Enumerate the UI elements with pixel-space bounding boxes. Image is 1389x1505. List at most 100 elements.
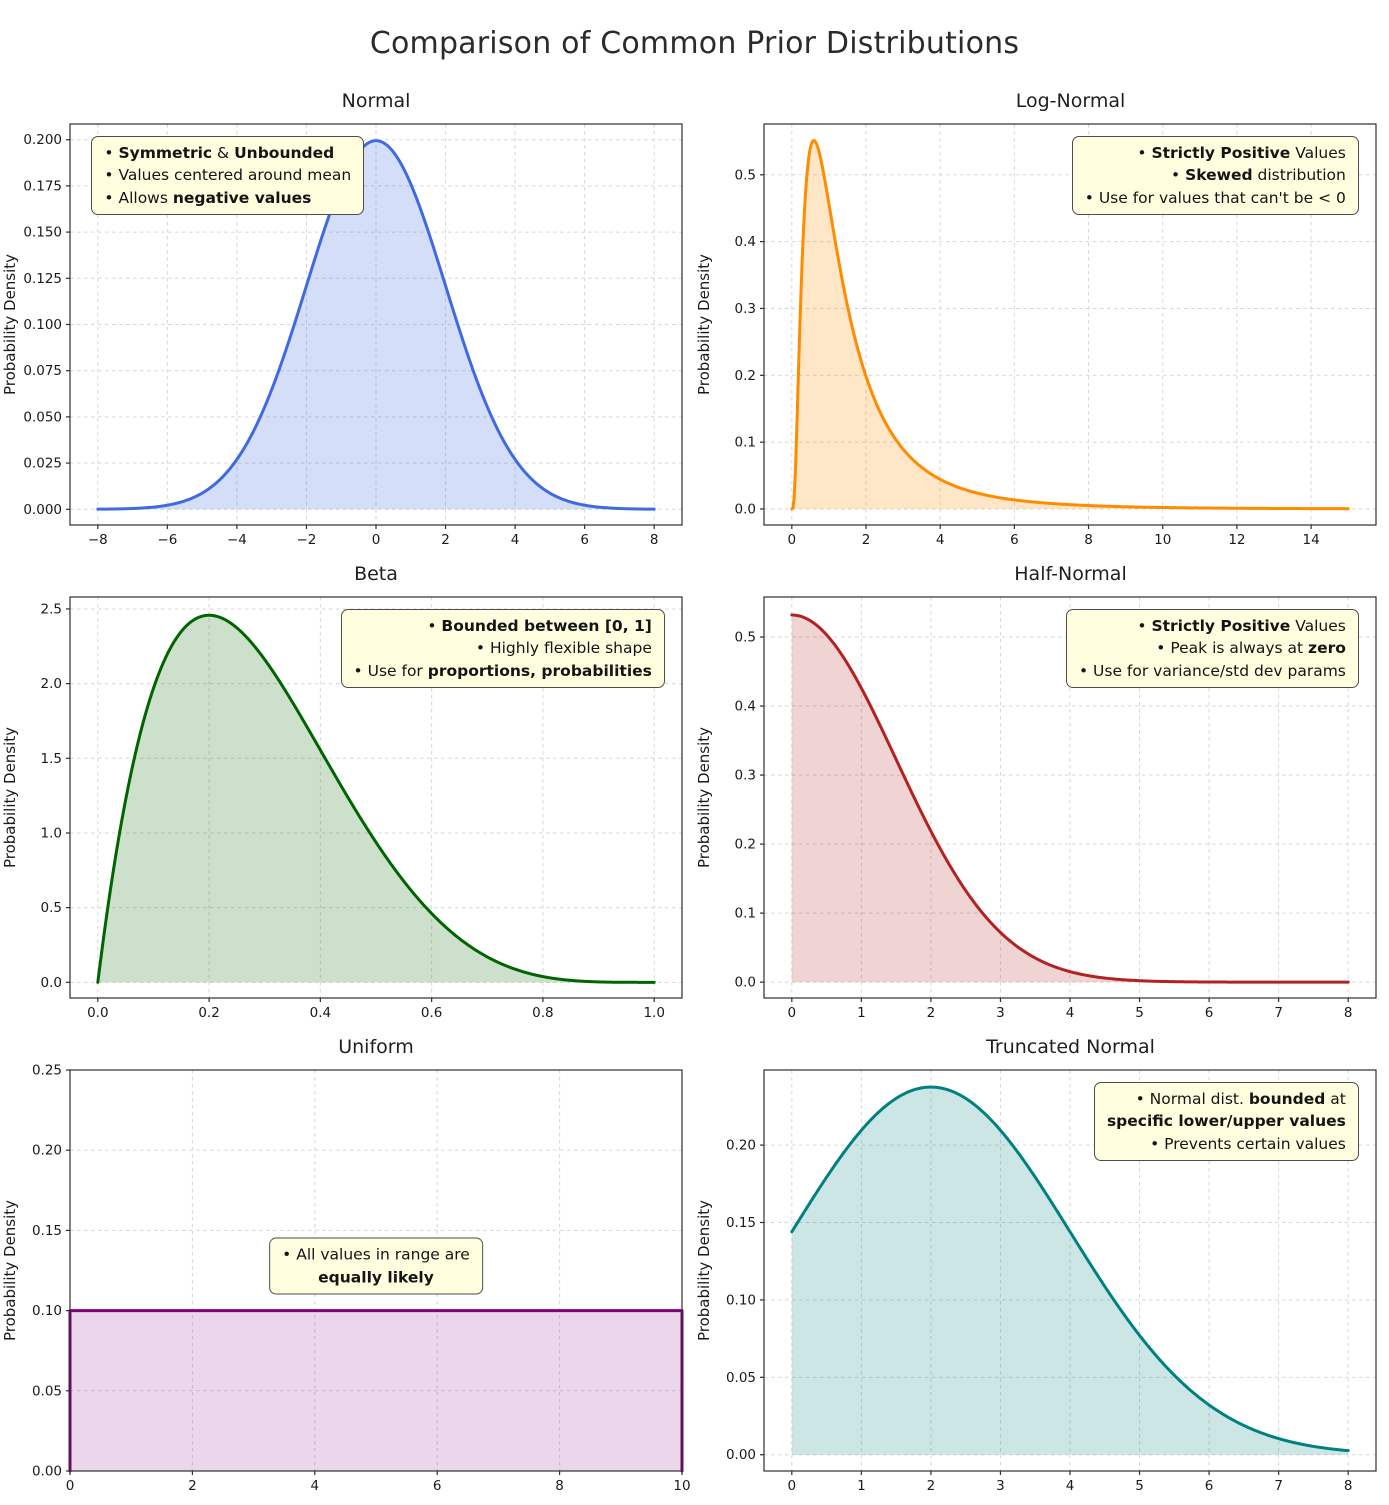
annotation-box: • All values in range are equally likely <box>269 1238 483 1295</box>
annotation-box: • Strictly Positive Values • Skewed distr… <box>1071 136 1359 216</box>
svg-text:8: 8 <box>650 532 659 548</box>
charts-grid: Normal −8 −6 −4 −2 0 2 4 6 8 0.000 0.025 0.050 0.075… <box>0 86 1389 1505</box>
chart-title-halfnormal: Half-Normal <box>1014 563 1127 585</box>
svg-text:1: 1 <box>857 1478 866 1494</box>
svg-text:0.2: 0.2 <box>735 837 756 853</box>
area-fill <box>70 1310 682 1471</box>
density-curve <box>96 613 656 984</box>
svg-text:0.15: 0.15 <box>32 1223 62 1239</box>
chart-title-normal: Normal <box>341 90 411 112</box>
svg-text:0.05: 0.05 <box>32 1383 62 1399</box>
tick-labels: 0 1 2 3 4 5 6 7 8 0.00 0.05 0.10 0.15 0.20 <box>726 1138 1353 1494</box>
svg-text:8: 8 <box>1344 1478 1353 1494</box>
density-curve <box>790 613 1350 984</box>
svg-text:0.5: 0.5 <box>41 900 62 916</box>
annotation-box: • Symmetric & Unbounded • Values centered… <box>91 136 365 216</box>
svg-text:0.0: 0.0 <box>735 501 756 517</box>
y-axis-label: Probability Density <box>1 254 19 395</box>
svg-text:0.10: 0.10 <box>32 1303 62 1319</box>
svg-text:8: 8 <box>1084 532 1093 548</box>
tick-labels: 0 2 4 6 8 10 0.00 0.05 0.10 0.15 0.20 0.25 <box>32 1063 691 1495</box>
svg-text:6: 6 <box>1205 1005 1214 1021</box>
svg-text:1.0: 1.0 <box>643 1005 664 1021</box>
svg-text:2: 2 <box>188 1478 197 1494</box>
chart-panel-normal: Normal −8 −6 −4 −2 0 2 4 6 8 0.000 0.025 0.050 0.075… <box>0 86 694 559</box>
tick-labels: −8 −6 −4 −2 0 2 4 6 8 0.000 0.025 0.050 0.075 0.100 0.… <box>23 132 658 548</box>
beta-distribution-plot: 0.0 0.2 0.4 0.6 0.8 1.0 0.0 0.5 1.0 1.5 2.0 2.5 Prob… <box>1 596 683 1021</box>
uniform-distribution-plot: 0 2 4 6 8 10 0.00 0.05 0.10 0.15 0.20 0.25 Probabili… <box>1 1063 691 1495</box>
plot-normal: −8 −6 −4 −2 0 2 4 6 8 0.000 0.025 0.050 0.075 0.100 0.… <box>0 116 694 559</box>
svg-text:4: 4 <box>511 532 520 548</box>
svg-text:4: 4 <box>1066 1478 1075 1494</box>
svg-text:4: 4 <box>936 532 945 548</box>
svg-text:3: 3 <box>996 1478 1005 1494</box>
halfnormal-distribution-plot: 0 1 2 3 4 5 6 7 8 0.0 0.1 0.2 0.3 0.4 0.5 Probability D… <box>695 596 1377 1021</box>
figure-title: Comparison of Common Prior Distributions <box>369 25 1020 61</box>
plot-beta: 0.0 0.2 0.4 0.6 0.8 1.0 0.0 0.5 1.0 1.5 2.0 2.5 Prob… <box>0 589 694 1032</box>
svg-text:−8: −8 <box>88 532 108 548</box>
axes-spines <box>69 1069 683 1472</box>
svg-text:0.025: 0.025 <box>23 456 62 472</box>
axes-spines <box>69 596 683 999</box>
chart-panel-halfnormal: Half-Normal 0 1 2 3 4 5 6 7 8 0.0 0.1 0.2 0.3 0.4 0.5 P… <box>694 559 1389 1032</box>
svg-text:−2: −2 <box>297 532 317 548</box>
svg-text:0.20: 0.20 <box>726 1138 756 1154</box>
svg-text:0.05: 0.05 <box>726 1370 756 1386</box>
svg-text:0.0: 0.0 <box>41 975 62 991</box>
svg-text:0.10: 0.10 <box>726 1292 756 1308</box>
y-axis-label: Probability Density <box>695 254 713 395</box>
svg-text:0: 0 <box>788 1005 797 1021</box>
svg-text:2.5: 2.5 <box>41 601 62 617</box>
annotation-box: • Strictly Positive Values • Peak is alwa… <box>1065 609 1359 689</box>
y-axis-label: Probability Density <box>1 727 19 868</box>
y-axis-label: Probability Density <box>695 1200 713 1341</box>
svg-text:0.4: 0.4 <box>310 1005 331 1021</box>
svg-text:0.200: 0.200 <box>23 132 62 148</box>
svg-text:0.00: 0.00 <box>32 1464 62 1480</box>
svg-text:12: 12 <box>1228 532 1245 548</box>
svg-text:0.00: 0.00 <box>726 1447 756 1463</box>
svg-text:2: 2 <box>927 1005 936 1021</box>
truncated-normal-distribution-plot: 0 1 2 3 4 5 6 7 8 0.00 0.05 0.10 0.15 0.20 Probability… <box>695 1069 1377 1494</box>
svg-text:0: 0 <box>788 532 797 548</box>
svg-text:0.4: 0.4 <box>735 699 756 715</box>
area-fill <box>791 140 1349 509</box>
chart-panel-lognormal: Log-Normal 0 2 4 6 8 10 12 14 0.0 0.1 0.2 0.3 0.4 0.5… <box>694 86 1389 559</box>
svg-text:0.175: 0.175 <box>23 178 62 194</box>
density-curve <box>790 1085 1350 1453</box>
svg-text:7: 7 <box>1274 1478 1283 1494</box>
axes-spines <box>763 123 1377 526</box>
svg-text:2: 2 <box>927 1478 936 1494</box>
density-curve <box>790 138 1350 511</box>
svg-text:3: 3 <box>996 1005 1005 1021</box>
svg-text:0: 0 <box>788 1478 797 1494</box>
svg-text:0.20: 0.20 <box>32 1143 62 1159</box>
svg-text:0.5: 0.5 <box>735 630 756 646</box>
svg-text:0.075: 0.075 <box>23 363 62 379</box>
tick-labels: 0.0 0.2 0.4 0.6 0.8 1.0 0.0 0.5 1.0 1.5 2.0 2.5 <box>41 601 665 1021</box>
svg-text:0.1: 0.1 <box>735 906 756 922</box>
tick-labels: 0 1 2 3 4 5 6 7 8 0.0 0.1 0.2 0.3 0.4 0.5 <box>735 630 1353 1021</box>
svg-text:0: 0 <box>66 1478 75 1494</box>
plot-halfnormal: 0 1 2 3 4 5 6 7 8 0.0 0.1 0.2 0.3 0.4 0.5 Probability D… <box>694 589 1388 1032</box>
chart-panel-beta: Beta 0.0 0.2 0.4 0.6 0.8 1.0 0.0 0.5 1.0 1.5 2.0 2.… <box>0 559 694 1032</box>
y-axis-label: Probability Density <box>695 727 713 868</box>
svg-text:5: 5 <box>1135 1478 1144 1494</box>
svg-text:4: 4 <box>311 1478 320 1494</box>
svg-text:14: 14 <box>1302 532 1319 548</box>
svg-text:0.050: 0.050 <box>23 409 62 425</box>
svg-text:0.15: 0.15 <box>726 1215 756 1231</box>
area-fill <box>97 140 655 510</box>
svg-text:0.000: 0.000 <box>23 502 62 518</box>
svg-text:2: 2 <box>441 532 450 548</box>
svg-text:0.3: 0.3 <box>735 301 756 317</box>
svg-text:0.0: 0.0 <box>735 975 756 991</box>
area-fill <box>791 1087 1349 1455</box>
svg-text:0.6: 0.6 <box>421 1005 442 1021</box>
y-axis-label: Probability Density <box>1 1200 19 1341</box>
svg-text:0: 0 <box>372 532 381 548</box>
svg-text:2.0: 2.0 <box>41 676 62 692</box>
chart-title-truncated-normal: Truncated Normal <box>986 1036 1155 1058</box>
annotation-box: • Bounded between [0, 1] • Highly flexibl… <box>340 609 665 689</box>
svg-text:4: 4 <box>1066 1005 1075 1021</box>
